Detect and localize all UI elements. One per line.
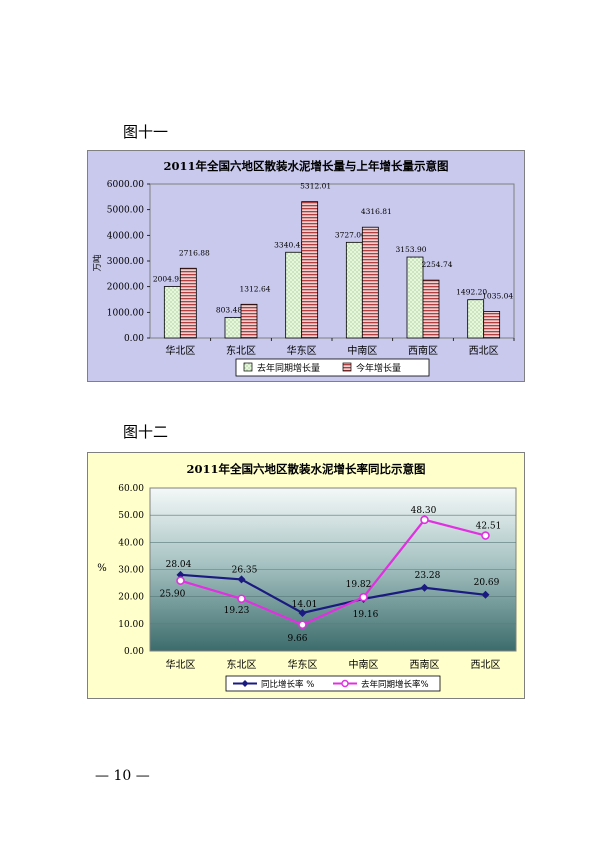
x-tick-label: 华北区 xyxy=(165,344,195,357)
legend-marker xyxy=(241,680,249,687)
bar-last-year xyxy=(285,251,303,339)
data-label: 19.82 xyxy=(346,580,372,590)
y-tick-label: 3000.00 xyxy=(107,257,144,267)
y-axis-label: 万吨 xyxy=(92,254,103,272)
bar-value-label: 1312.64 xyxy=(239,284,270,293)
y-tick-label: 60.00 xyxy=(118,484,144,494)
bar-value-label: 2004.95 xyxy=(153,275,184,284)
legend-entry: 同比增长率 % xyxy=(261,679,314,690)
x-tick-label: 中南区 xyxy=(349,658,379,671)
bar-last-year xyxy=(224,316,242,339)
bar-value-label: 4316.81 xyxy=(361,207,392,216)
bar-value-label: 3153.90 xyxy=(395,245,426,254)
line-chart: 2011年全国六地区散装水泥增长率同比示意图 0.00 10.00 20.00 30.… xyxy=(97,462,517,692)
bar-this-year xyxy=(301,201,319,339)
bar-this-year xyxy=(179,267,197,339)
bar-this-year xyxy=(422,279,440,339)
figure-11-label: 图十一 xyxy=(123,123,169,141)
series-line-yoy xyxy=(180,573,486,615)
y-tick-label: 20.00 xyxy=(118,593,144,603)
bar-last-year xyxy=(406,256,424,339)
data-label: 25.90 xyxy=(160,590,186,600)
data-label: 28.04 xyxy=(166,560,192,570)
data-point xyxy=(237,575,246,584)
bar-value-label: 1035.04 xyxy=(482,291,513,300)
bar-value-label: 2254.74 xyxy=(421,260,452,269)
legend-entry: 去年同期增长率% xyxy=(361,679,429,690)
bar-last-year xyxy=(163,286,181,339)
data-point xyxy=(420,583,429,592)
plot-area xyxy=(149,183,515,339)
y-tick-label: 0.00 xyxy=(124,334,144,344)
bar-value-label: 2716.88 xyxy=(179,248,210,257)
x-tick-label: 华东区 xyxy=(287,344,317,357)
data-label: 23.28 xyxy=(415,571,441,581)
legend-entry: 去年同期增长量 xyxy=(257,362,320,374)
data-point xyxy=(298,608,307,617)
y-tick-label: 40.00 xyxy=(118,538,144,548)
y-tick-label: 4000.00 xyxy=(107,231,144,241)
data-point xyxy=(237,594,246,604)
x-tick-label: 西北区 xyxy=(471,659,501,671)
data-label: 19.16 xyxy=(353,610,379,620)
legend-box xyxy=(235,358,430,377)
x-tick-label: 华北区 xyxy=(166,658,196,671)
x-tick-label: 西南区 xyxy=(408,344,438,357)
data-point xyxy=(481,590,490,599)
data-label: 9.66 xyxy=(287,634,307,644)
data-label: 20.69 xyxy=(474,578,500,588)
data-point xyxy=(298,620,307,630)
bar-last-year xyxy=(345,241,363,339)
y-tick-label: 30.00 xyxy=(118,566,144,576)
bar-chart: 2011年全国六地区散装水泥增长量与上年增长量示意图 0.00 1000.00 20… xyxy=(92,159,515,377)
bar-value-label: 3340.45 xyxy=(274,240,305,249)
x-tick-label: 华东区 xyxy=(288,658,318,671)
x-tick-label: 东北区 xyxy=(226,344,256,357)
data-label: 48.30 xyxy=(411,506,437,516)
legend-marker xyxy=(341,679,349,688)
bar-value-label: 1492.20 xyxy=(456,288,487,297)
bar-this-year xyxy=(483,311,501,339)
data-point xyxy=(359,592,368,602)
bar-value-label: 5312.01 xyxy=(300,182,331,191)
y-tick-label: 2000.00 xyxy=(107,283,144,293)
bar-last-year xyxy=(467,299,485,339)
y-axis-label: % xyxy=(97,563,107,574)
bar-value-label: 3727.00 xyxy=(335,230,366,239)
legend-entry: 今年增长量 xyxy=(356,362,401,374)
x-tick-label: 西南区 xyxy=(410,658,440,671)
x-tick-label: 中南区 xyxy=(347,344,377,357)
data-point xyxy=(176,570,185,579)
x-tick-label: 西北区 xyxy=(469,345,499,357)
data-label: 42.51 xyxy=(476,522,502,532)
data-label: 14.01 xyxy=(292,600,318,610)
bar-this-year xyxy=(361,226,379,339)
chart-title: 2011年全国六地区散装水泥增长量与上年增长量示意图 xyxy=(163,159,448,173)
bar-chart-panel: 2011年全国六地区散装水泥增长量与上年增长量示意图 0.00 1000.00 20… xyxy=(87,150,525,382)
y-tick-label: 1000.00 xyxy=(107,308,144,318)
line-chart-panel: 2011年全国六地区散装水泥增长率同比示意图 0.00 10.00 20.00 30.… xyxy=(87,452,525,699)
data-point xyxy=(176,576,185,585)
data-label: 26.35 xyxy=(232,565,258,575)
page-number: — 10 — xyxy=(95,768,150,784)
y-tick-label: 10.00 xyxy=(118,620,144,630)
bar-value-label: 803.48 xyxy=(216,305,242,314)
legend-swatch xyxy=(342,362,352,372)
data-point xyxy=(420,515,429,525)
chart-title: 2011年全国六地区散装水泥增长率同比示意图 xyxy=(186,462,425,476)
y-tick-label: 0.00 xyxy=(124,647,144,657)
bar-this-year xyxy=(240,303,258,339)
legend-swatch xyxy=(243,362,253,372)
series-line-last-year xyxy=(180,518,486,626)
y-tick-label: 50.00 xyxy=(118,511,144,521)
data-label: 19.23 xyxy=(224,606,250,616)
figure-12-label: 图十二 xyxy=(123,423,169,441)
x-tick-label: 东北区 xyxy=(227,658,257,671)
y-tick-label: 5000.00 xyxy=(107,206,144,216)
data-point xyxy=(481,531,490,540)
y-tick-label: 6000.00 xyxy=(107,180,144,190)
